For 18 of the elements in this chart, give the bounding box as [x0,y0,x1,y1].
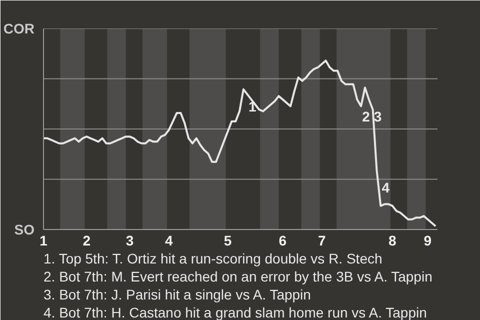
annotation: 2 [362,108,370,124]
annotation: 3 [374,108,382,124]
x-tick-label: 5 [224,232,232,248]
x-tick-label: 4 [165,232,174,248]
text: 2. Bot 7th: M. Evert reached on an error by the 3B vs A. Tappin [44,268,432,284]
text: SO [14,222,35,238]
text: COR [3,20,35,36]
text: 3. Bot 7th: J. Parisi hit a single vs A. Tappin [44,286,311,302]
x-tick-label: 6 [278,232,287,248]
x-tick-label: 7 [318,232,326,248]
annotation: 4 [382,179,390,196]
x-tick-label: 9 [424,232,432,248]
x-tick-label: 2 [82,232,91,248]
x-tick-label: 1 [40,232,48,248]
annotation: 1 [248,98,256,114]
x-tick-label: 3 [126,232,134,248]
text: 1. Top 5th: T. Ortiz hit a run-scoring double vs R. Stech [44,250,382,266]
x-tick-label: 8 [388,232,397,248]
